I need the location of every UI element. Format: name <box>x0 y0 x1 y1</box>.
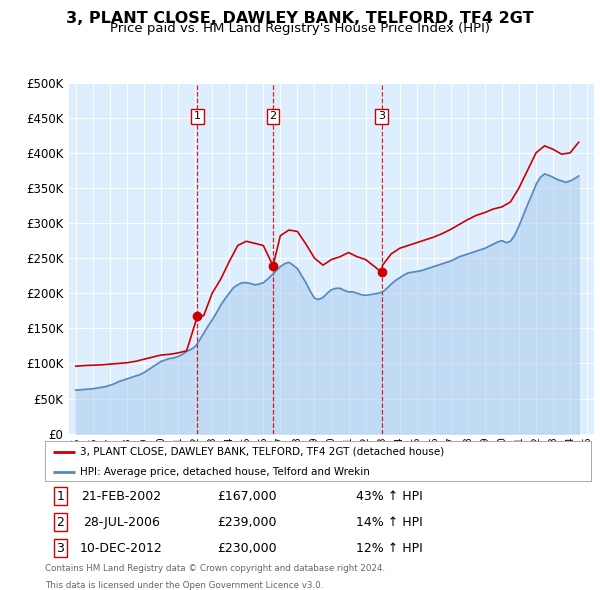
Text: Price paid vs. HM Land Registry's House Price Index (HPI): Price paid vs. HM Land Registry's House … <box>110 22 490 35</box>
Text: 1: 1 <box>56 490 64 503</box>
Text: 3: 3 <box>378 112 385 122</box>
Text: £167,000: £167,000 <box>217 490 277 503</box>
Text: 3, PLANT CLOSE, DAWLEY BANK, TELFORD, TF4 2GT (detached house): 3, PLANT CLOSE, DAWLEY BANK, TELFORD, TF… <box>80 447 445 457</box>
Text: 12% ↑ HPI: 12% ↑ HPI <box>356 542 423 555</box>
Text: 3, PLANT CLOSE, DAWLEY BANK, TELFORD, TF4 2GT: 3, PLANT CLOSE, DAWLEY BANK, TELFORD, TF… <box>66 11 534 25</box>
Text: 21-FEB-2002: 21-FEB-2002 <box>82 490 161 503</box>
Text: Contains HM Land Registry data © Crown copyright and database right 2024.: Contains HM Land Registry data © Crown c… <box>45 564 385 573</box>
Text: 10-DEC-2012: 10-DEC-2012 <box>80 542 163 555</box>
Text: 2: 2 <box>269 112 277 122</box>
Text: This data is licensed under the Open Government Licence v3.0.: This data is licensed under the Open Gov… <box>45 581 323 589</box>
Text: 1: 1 <box>194 112 201 122</box>
Text: 14% ↑ HPI: 14% ↑ HPI <box>356 516 423 529</box>
Text: 2: 2 <box>56 516 64 529</box>
Text: 3: 3 <box>56 542 64 555</box>
Text: 43% ↑ HPI: 43% ↑ HPI <box>356 490 423 503</box>
Text: 28-JUL-2006: 28-JUL-2006 <box>83 516 160 529</box>
Text: HPI: Average price, detached house, Telford and Wrekin: HPI: Average price, detached house, Telf… <box>80 467 370 477</box>
Text: £230,000: £230,000 <box>217 542 277 555</box>
Text: £239,000: £239,000 <box>217 516 277 529</box>
